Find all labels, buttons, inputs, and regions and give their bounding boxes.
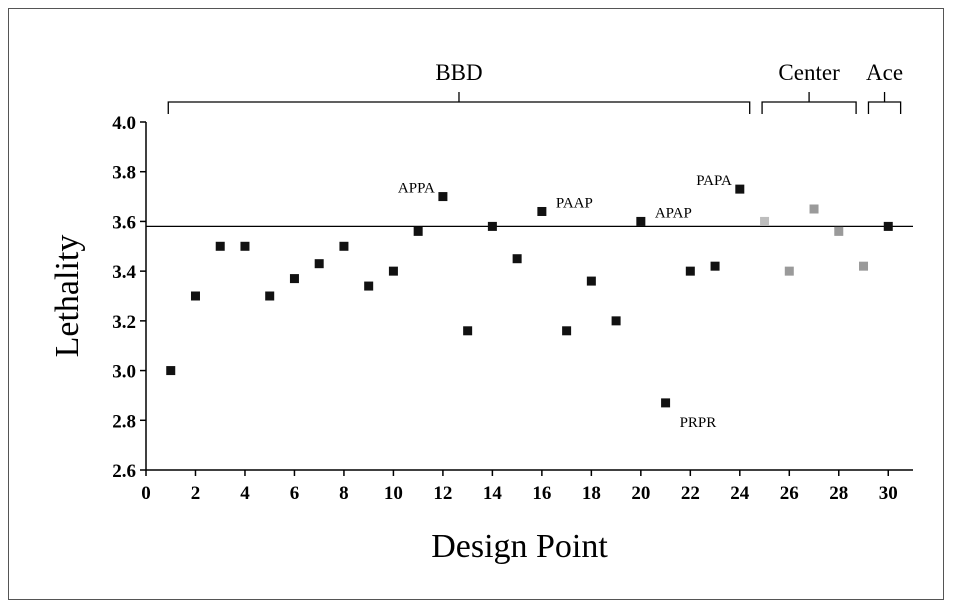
- data-point: [636, 216, 646, 226]
- x-tick-label: 12: [433, 483, 452, 504]
- y-tick-label: 3.2: [112, 312, 136, 333]
- data-point: [166, 366, 176, 376]
- data-point: [413, 226, 423, 236]
- data-point: [487, 221, 497, 231]
- data-point: [265, 291, 275, 301]
- data-point: [438, 192, 448, 202]
- x-tick-label: 4: [240, 483, 250, 504]
- data-point: [289, 274, 299, 284]
- y-tick-label: 3.4: [112, 262, 136, 283]
- y-tick-label: 3.0: [112, 362, 136, 383]
- point-annotation: PAPA: [696, 173, 732, 189]
- point-annotation: PAAP: [556, 195, 593, 211]
- x-tick-label: 0: [141, 483, 151, 504]
- data-point: [586, 276, 596, 286]
- chart-frame: [8, 8, 944, 600]
- y-tick-label: 2.6: [112, 461, 136, 482]
- x-tick-label: 30: [879, 483, 898, 504]
- y-axis-title: Lethality: [49, 235, 86, 358]
- x-tick-label: 14: [483, 483, 503, 504]
- data-point: [215, 241, 225, 251]
- y-tick-label: 3.6: [112, 212, 136, 233]
- point-annotation: APPA: [398, 181, 435, 197]
- x-tick-label: 10: [384, 483, 403, 504]
- data-point: [760, 216, 770, 226]
- x-tick-label: 28: [829, 483, 848, 504]
- data-point: [512, 254, 522, 264]
- data-point: [661, 398, 671, 408]
- data-point: [562, 326, 572, 336]
- x-tick-label: 24: [730, 483, 750, 504]
- x-axis-title: Design Point: [431, 528, 608, 565]
- group-label-ace: Ace: [866, 60, 903, 85]
- data-point: [710, 261, 720, 271]
- data-point: [364, 281, 374, 291]
- group-bracket: [167, 101, 751, 114]
- data-point: [859, 261, 869, 271]
- data-point: [735, 184, 745, 194]
- x-tick-label: 6: [290, 483, 300, 504]
- data-point: [388, 266, 398, 276]
- y-tick-label: 3.8: [112, 163, 136, 184]
- data-point: [809, 204, 819, 214]
- x-tick-label: 22: [681, 483, 700, 504]
- group-bracket: [761, 101, 857, 114]
- data-point: [463, 326, 473, 336]
- group-bracket: [867, 101, 902, 114]
- x-tick-label: 8: [339, 483, 349, 504]
- x-tick-label: 26: [780, 483, 799, 504]
- data-point: [834, 226, 844, 236]
- data-point: [240, 241, 250, 251]
- group-label-bbd: BBD: [435, 60, 482, 85]
- data-point: [537, 206, 547, 216]
- data-point: [883, 221, 893, 231]
- point-annotation: APAP: [655, 205, 692, 221]
- group-label-center: Center: [778, 60, 840, 85]
- x-tick-label: 18: [582, 483, 601, 504]
- data-point: [314, 259, 324, 269]
- data-point: [339, 241, 349, 251]
- data-point: [784, 266, 794, 276]
- point-annotation: PRPR: [680, 415, 717, 431]
- data-point: [685, 266, 695, 276]
- x-tick-label: 20: [631, 483, 650, 504]
- x-tick-label: 16: [532, 483, 551, 504]
- data-point: [611, 316, 621, 326]
- x-tick-label: 2: [191, 483, 201, 504]
- y-tick-label: 4.0: [112, 113, 136, 134]
- data-point: [190, 291, 200, 301]
- y-tick-label: 2.8: [112, 411, 136, 432]
